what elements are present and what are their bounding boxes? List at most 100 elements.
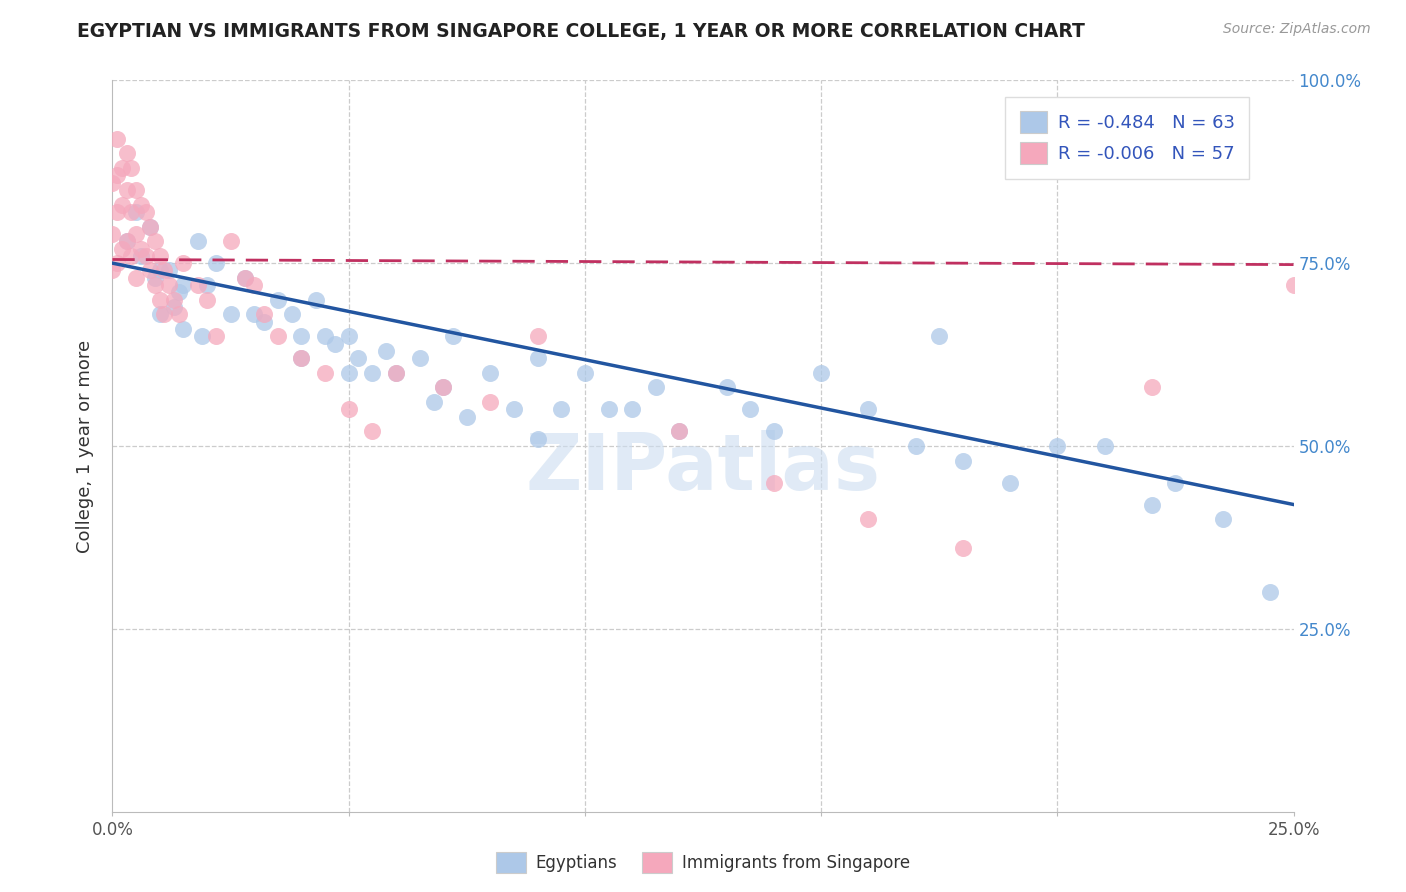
Point	[281, 307, 304, 321]
Point	[526, 329, 548, 343]
Point	[323, 336, 346, 351]
Point	[167, 307, 190, 321]
Point	[526, 351, 548, 366]
Point	[644, 380, 666, 394]
Point	[120, 205, 142, 219]
Point	[267, 329, 290, 343]
Point	[1140, 380, 1163, 394]
Point	[135, 205, 157, 219]
Point	[125, 270, 148, 285]
Point	[101, 227, 124, 241]
Point	[143, 270, 166, 285]
Point	[762, 425, 785, 439]
Point	[101, 176, 124, 190]
Point	[186, 234, 208, 248]
Point	[129, 197, 152, 211]
Point	[422, 395, 444, 409]
Point	[219, 234, 242, 248]
Point	[304, 293, 326, 307]
Point	[347, 351, 370, 366]
Point	[139, 219, 162, 234]
Point	[129, 249, 152, 263]
Point	[243, 278, 266, 293]
Point	[290, 351, 312, 366]
Point	[1212, 512, 1234, 526]
Point	[163, 300, 186, 314]
Point	[375, 343, 398, 358]
Point	[1140, 498, 1163, 512]
Point	[314, 366, 336, 380]
Text: EGYPTIAN VS IMMIGRANTS FROM SINGAPORE COLLEGE, 1 YEAR OR MORE CORRELATION CHART: EGYPTIAN VS IMMIGRANTS FROM SINGAPORE CO…	[77, 22, 1085, 41]
Point	[125, 227, 148, 241]
Point	[762, 475, 785, 490]
Point	[668, 425, 690, 439]
Point	[120, 249, 142, 263]
Point	[105, 132, 128, 146]
Point	[1282, 278, 1305, 293]
Legend: R = -0.484   N = 63, R = -0.006   N = 57: R = -0.484 N = 63, R = -0.006 N = 57	[1005, 96, 1249, 178]
Point	[120, 161, 142, 175]
Point	[503, 402, 526, 417]
Point	[149, 263, 172, 277]
Point	[111, 161, 134, 175]
Point	[115, 234, 138, 248]
Point	[105, 256, 128, 270]
Point	[205, 256, 228, 270]
Point	[479, 366, 502, 380]
Point	[253, 307, 276, 321]
Legend: Egyptians, Immigrants from Singapore: Egyptians, Immigrants from Singapore	[489, 846, 917, 880]
Point	[157, 263, 180, 277]
Point	[810, 366, 832, 380]
Point	[408, 351, 430, 366]
Point	[101, 263, 124, 277]
Point	[167, 285, 190, 300]
Point	[105, 205, 128, 219]
Point	[111, 242, 134, 256]
Point	[716, 380, 738, 394]
Point	[115, 146, 138, 161]
Point	[858, 402, 880, 417]
Point	[267, 293, 290, 307]
Point	[574, 366, 596, 380]
Point	[314, 329, 336, 343]
Point	[143, 234, 166, 248]
Point	[952, 541, 974, 556]
Point	[337, 402, 360, 417]
Point	[163, 293, 186, 307]
Point	[904, 439, 927, 453]
Point	[172, 256, 194, 270]
Point	[243, 307, 266, 321]
Point	[195, 278, 218, 293]
Point	[385, 366, 408, 380]
Text: Source: ZipAtlas.com: Source: ZipAtlas.com	[1223, 22, 1371, 37]
Point	[153, 307, 176, 321]
Point	[456, 409, 478, 424]
Point	[290, 329, 312, 343]
Point	[621, 402, 644, 417]
Point	[385, 366, 408, 380]
Point	[191, 329, 214, 343]
Point	[233, 270, 256, 285]
Point	[172, 278, 194, 293]
Point	[253, 315, 276, 329]
Point	[1164, 475, 1187, 490]
Point	[1046, 439, 1069, 453]
Point	[115, 183, 138, 197]
Point	[115, 234, 138, 248]
Point	[149, 293, 172, 307]
Point	[105, 169, 128, 183]
Point	[153, 263, 176, 277]
Point	[526, 432, 548, 446]
Point	[111, 197, 134, 211]
Point	[157, 278, 180, 293]
Point	[928, 329, 950, 343]
Point	[432, 380, 454, 394]
Point	[361, 366, 384, 380]
Point	[149, 307, 172, 321]
Point	[998, 475, 1021, 490]
Text: ZIPatlas: ZIPatlas	[526, 430, 880, 506]
Point	[858, 512, 880, 526]
Point	[598, 402, 620, 417]
Point	[432, 380, 454, 394]
Point	[668, 425, 690, 439]
